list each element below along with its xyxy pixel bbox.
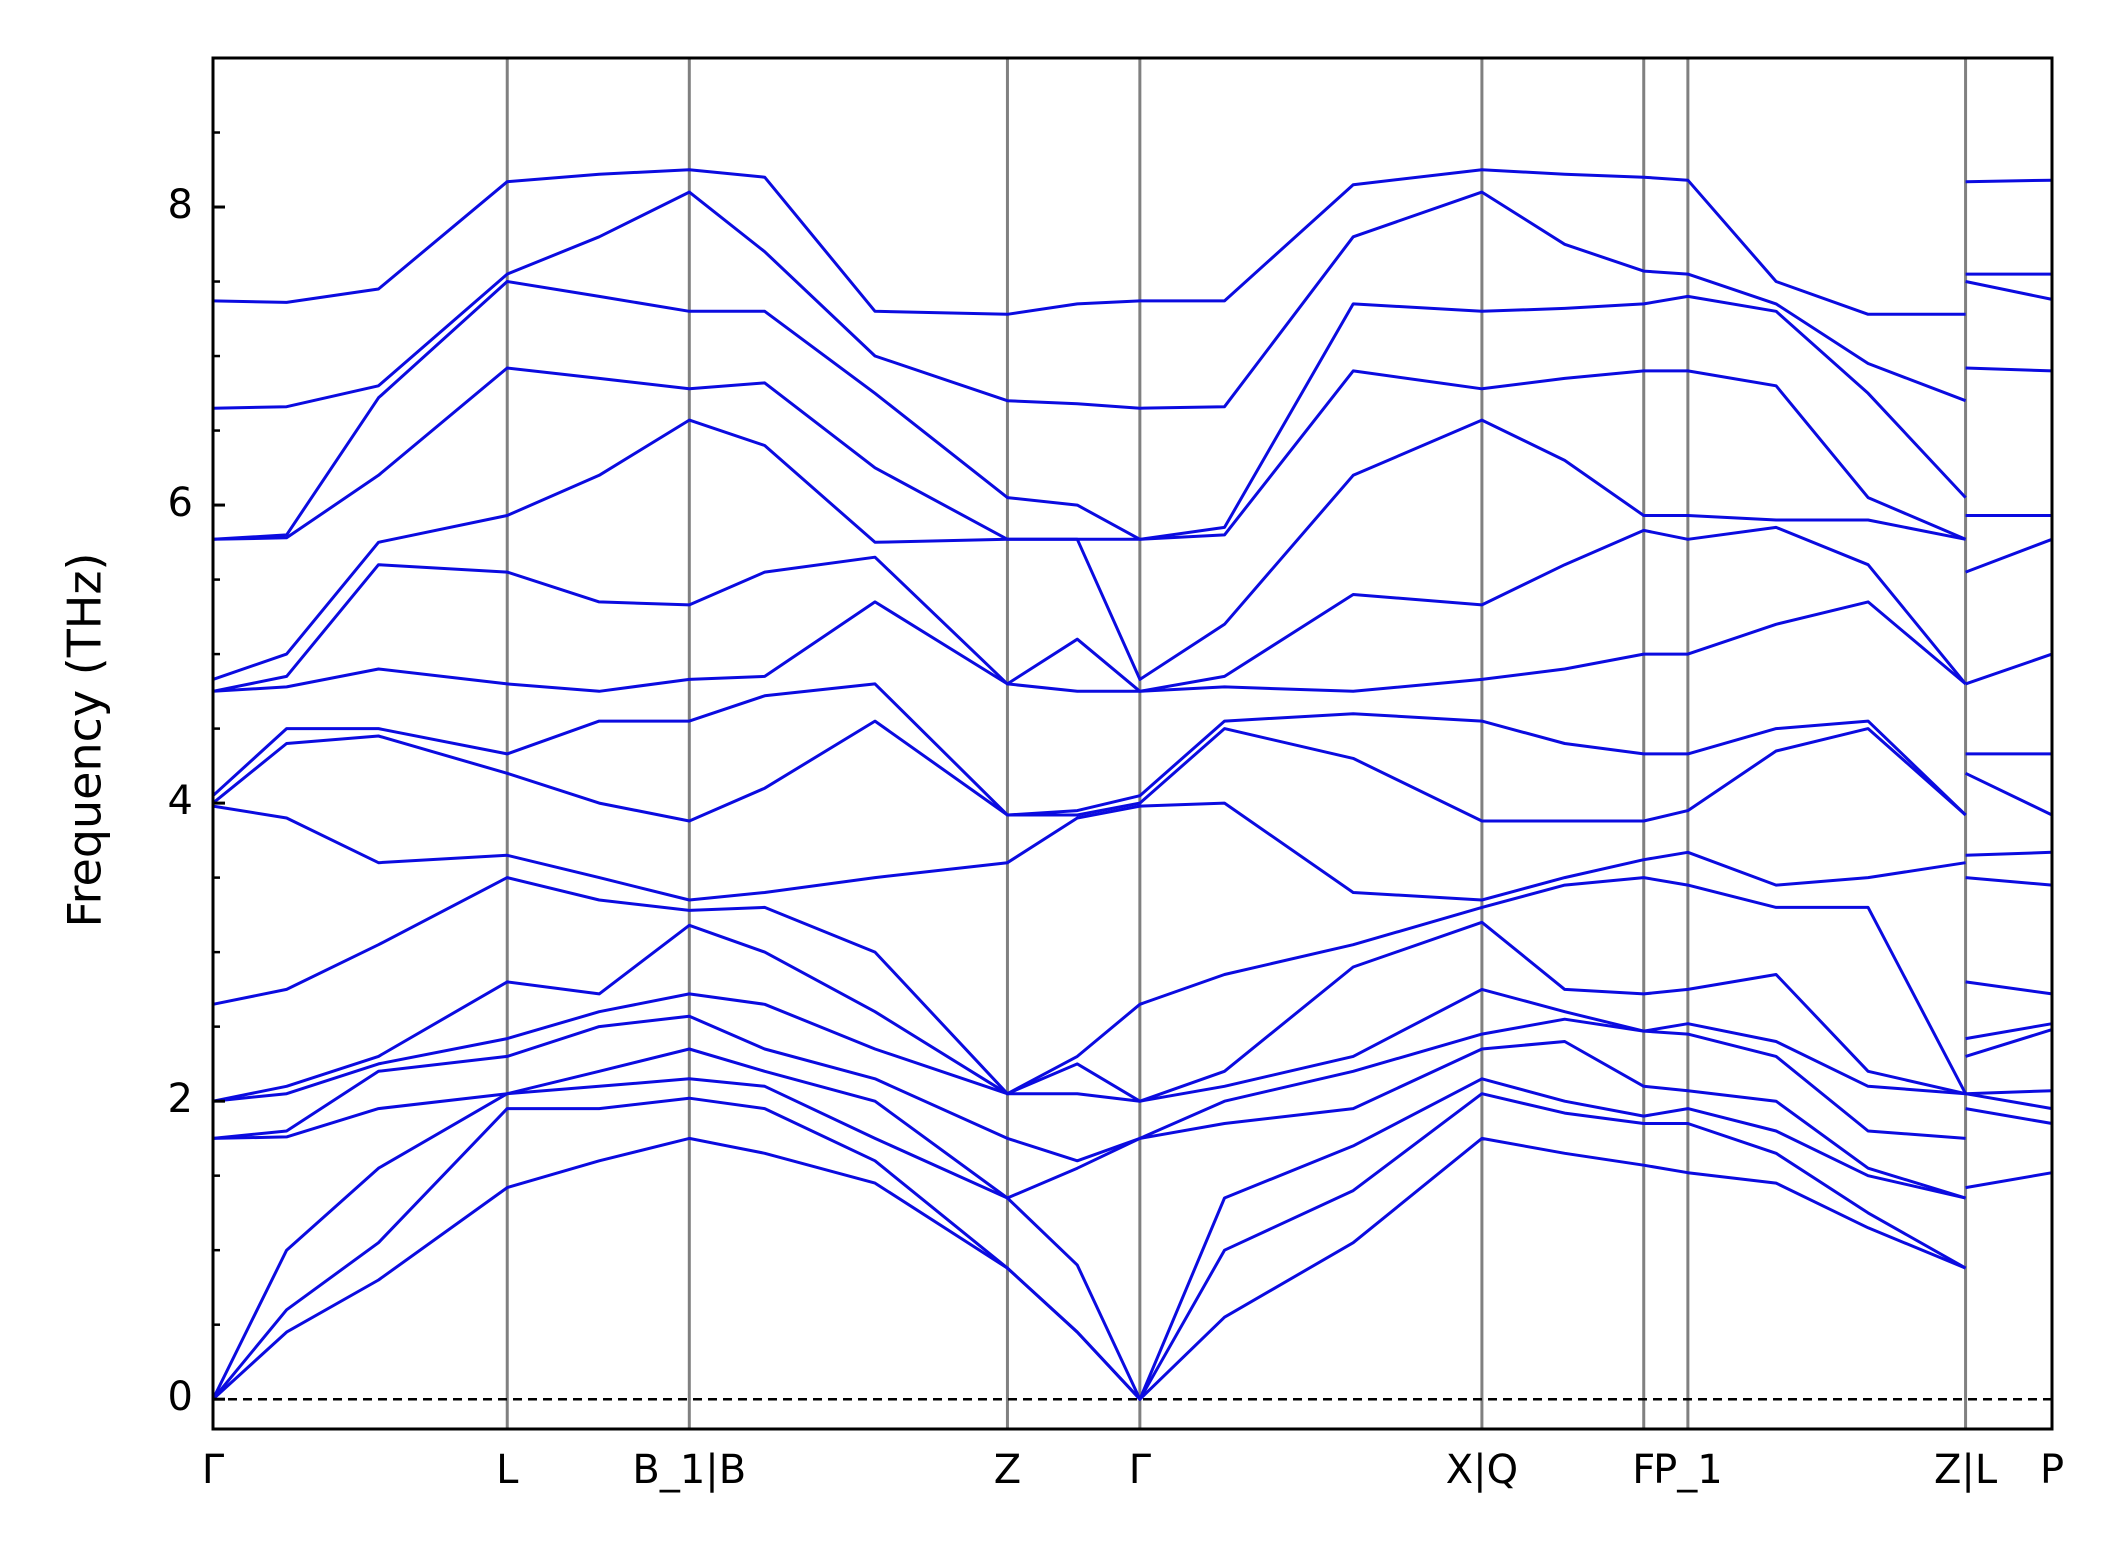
band — [212, 987, 2053, 1103]
band — [212, 719, 2053, 823]
x-tick-label: B_1|B — [632, 1447, 746, 1493]
x-tick-label: P_1 — [1653, 1447, 1723, 1493]
band — [212, 600, 2053, 693]
band — [212, 1040, 2053, 1200]
band — [212, 168, 2053, 316]
band — [212, 920, 2053, 1103]
y-tick-label: 4 — [168, 778, 193, 824]
band — [211, 1092, 2053, 1401]
x-tick-label: P — [2040, 1447, 2064, 1493]
band — [212, 418, 2052, 681]
band — [212, 366, 2053, 541]
x-tick-label: L — [496, 1447, 519, 1493]
x-tick-label: F — [1632, 1447, 1655, 1493]
band — [212, 190, 2052, 410]
band — [212, 801, 2053, 902]
band — [212, 1014, 2053, 1163]
x-tick-label: Γ — [202, 1447, 225, 1493]
y-tick-label: 8 — [168, 182, 193, 228]
x-tick-label: Z — [994, 1447, 1021, 1493]
band — [212, 280, 2053, 541]
y-axis-label: Frequency (THz) — [58, 553, 112, 928]
x-tick-label: Γ — [1129, 1447, 1152, 1493]
band — [212, 876, 2053, 1096]
band — [212, 525, 2053, 693]
x-tick-label: Z|L — [1934, 1447, 1998, 1493]
plot-frame — [211, 56, 2054, 1431]
band — [211, 1136, 2053, 1401]
band — [211, 682, 2052, 817]
x-tick-label: X|Q — [1446, 1447, 1518, 1493]
y-tick-label: 2 — [168, 1076, 193, 1122]
band — [211, 1077, 2053, 1401]
y-tick-label: 0 — [168, 1374, 193, 1420]
y-tick-label: 6 — [168, 480, 193, 526]
